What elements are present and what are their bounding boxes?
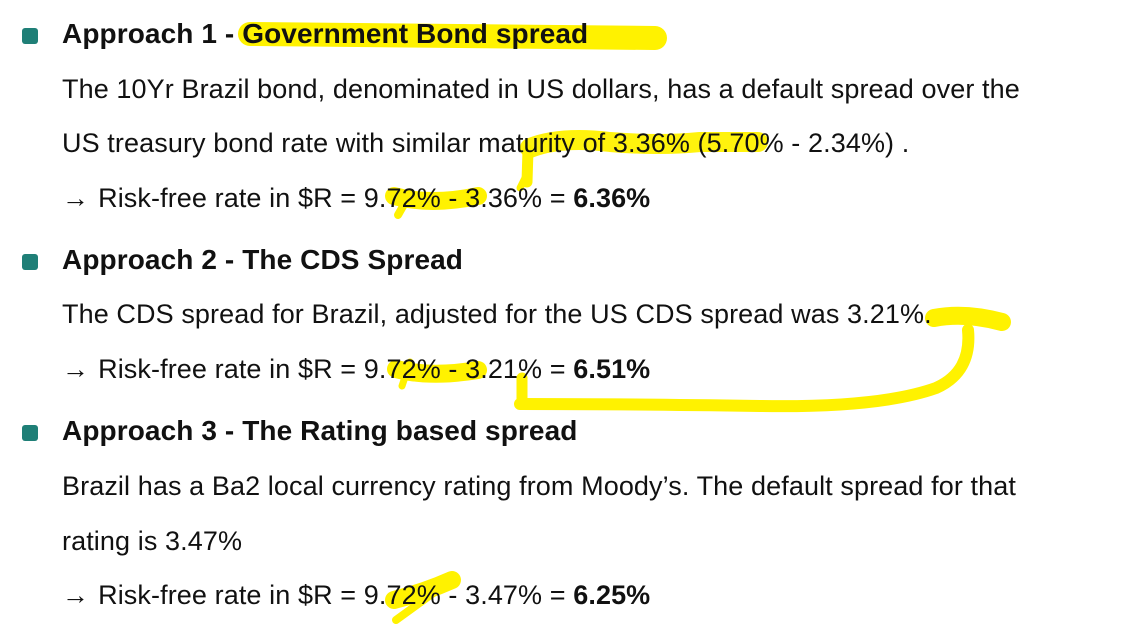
approach-2-line-1-suffix: . <box>924 299 932 329</box>
approach-3-result-value: 6.25% <box>573 580 651 610</box>
approach-2-line-1-prefix: The CDS spread for Brazil, adjusted for … <box>62 299 848 329</box>
approach-1-rate: 3.36% <box>612 128 690 158</box>
approach-2-result-value: 6.51% <box>573 354 651 384</box>
approach-1-heading-prefix: Approach 1 - <box>62 18 243 49</box>
approach-3-result-prefix: Risk-free rate in $R = 9.72% - 3.47% = <box>98 580 574 610</box>
approach-1-result: → Risk-free rate in $R = 9.72% - 3.36% = … <box>62 182 650 214</box>
approach-1-line-2-prefix: US treasury bond rate with similar matur… <box>62 128 613 158</box>
approach-1-line-2-suffix: (5.70% - 2.34%) . <box>689 128 910 158</box>
approach-2-heading: Approach 2 - The CDS Spread <box>62 244 463 275</box>
bullet-square-icon <box>22 425 38 441</box>
bullet-square-icon <box>22 254 38 270</box>
right-arrow-icon: → <box>62 354 90 384</box>
approach-1-result-prefix: Risk-free rate in $R = 9.72% - 3.36% = <box>98 183 574 213</box>
approach-2-result: → Risk-free rate in $R = 9.72% - 3.21% = … <box>62 353 650 385</box>
approach-3-line-1: Brazil has a Ba2 local currency rating f… <box>62 471 1016 501</box>
approach-2-line-1: The CDS spread for Brazil, adjusted for … <box>62 298 932 330</box>
approach-1-heading: Approach 1 - Government Bond spread <box>62 18 588 50</box>
bullet-square-icon <box>22 28 38 44</box>
approach-3-line-2: rating is 3.47% <box>62 526 243 556</box>
approach-3-result: → Risk-free rate in $R = 9.72% - 3.47% = … <box>62 579 650 611</box>
approach-2-result-prefix: Risk-free rate in $R = 9.72% - 3.21% = <box>98 354 574 384</box>
right-arrow-icon: → <box>62 580 90 610</box>
right-arrow-icon: → <box>62 183 90 213</box>
approach-1-line-1: The 10Yr Brazil bond, denominated in US … <box>62 74 1020 104</box>
approach-1-result-value: 6.36% <box>573 183 651 213</box>
approach-1-heading-highlight: Government Bond spread <box>242 18 589 49</box>
approach-2-rate: 3.21% <box>847 299 925 329</box>
approach-1-line-2: US treasury bond rate with similar matur… <box>62 127 909 159</box>
approach-3-heading: Approach 3 - The Rating based spread <box>62 415 578 446</box>
